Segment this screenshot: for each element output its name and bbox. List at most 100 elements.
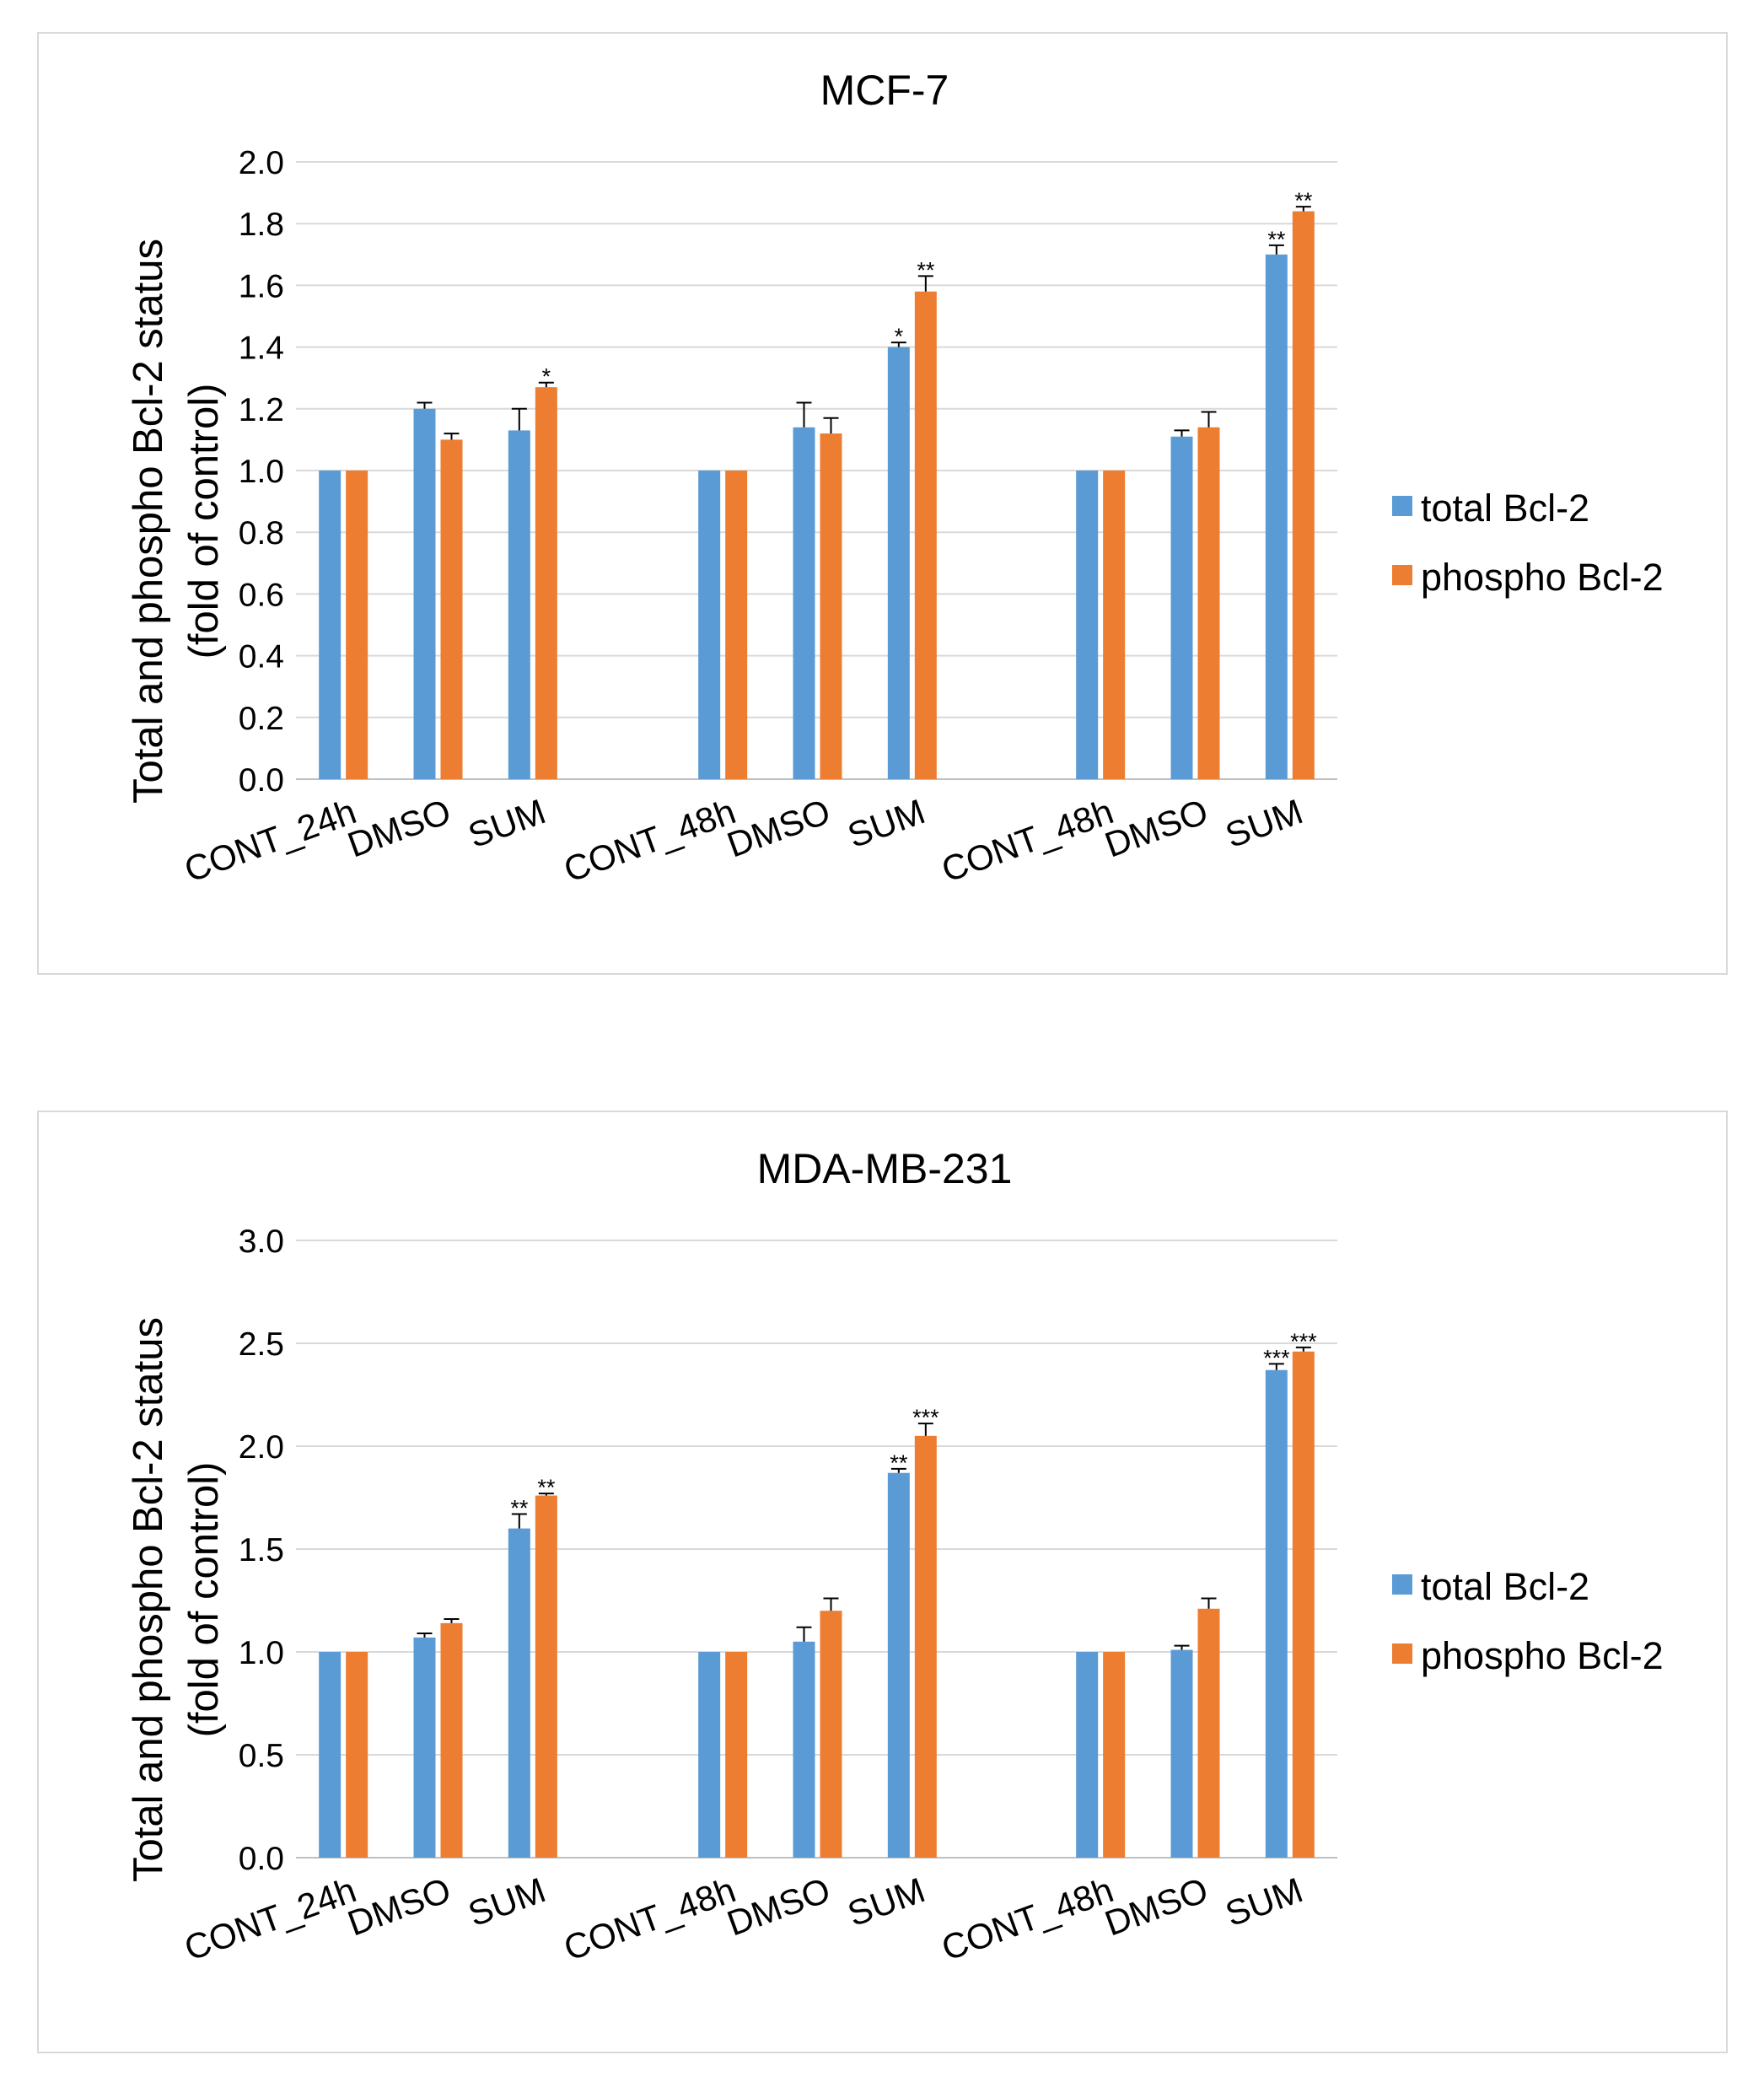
y-axis-label-line2: (fold of control)	[181, 1462, 227, 1738]
significance-label: ***	[1263, 1345, 1290, 1370]
x-category-label: CONT_24h	[180, 1869, 362, 1968]
bar-phospho-6	[1103, 1652, 1126, 1858]
bar-phospho-4	[820, 1611, 842, 1858]
bar-phospho-3	[725, 1652, 748, 1858]
legend: total Bcl-2 phospho Bcl-2	[1392, 1565, 1664, 1677]
bar-total-0	[319, 471, 342, 779]
chart-svg-mda-mb-231: MDA-MB-231 Total and phospho Bcl-2 statu…	[126, 1145, 1664, 1968]
x-category-label: SUM	[463, 1869, 551, 1934]
significance-label: *	[542, 364, 551, 390]
y-axis-label-line2: (fold of control)	[181, 384, 227, 659]
bar-total-8	[1265, 1369, 1288, 1858]
significance-label: **	[890, 1450, 908, 1476]
chart-svg-mcf7: MCF-7 Total and phospho Bcl-2 status (fo…	[126, 67, 1664, 890]
legend-swatch-total	[1392, 1574, 1412, 1595]
significance-label: ***	[912, 1405, 939, 1430]
bar-total-7	[1170, 436, 1193, 779]
x-category-label: CONT_48h	[559, 1869, 741, 1968]
x-category-label: SUM	[1220, 1869, 1308, 1934]
y-tick-label: 0.8	[239, 515, 284, 551]
bar-phospho-2	[535, 1495, 557, 1858]
significance-label: **	[1267, 227, 1286, 252]
y-axis-label: Total and phospho Bcl-2 status (fold of …	[126, 239, 227, 804]
bar-phospho-8	[1292, 1351, 1315, 1858]
chart-panel-mcf7: MCF-7 Total and phospho Bcl-2 status (fo…	[37, 32, 1728, 975]
legend-label-phospho: phospho Bcl-2	[1421, 1634, 1664, 1677]
bar-phospho-0	[346, 471, 368, 779]
bar-phospho-8	[1292, 211, 1315, 779]
bar-phospho-1	[440, 1622, 463, 1858]
y-tick-label: 0.4	[239, 639, 284, 675]
x-category-label: DMSO	[342, 791, 455, 864]
legend-swatch-phospho	[1392, 1643, 1412, 1664]
y-tick-label: 1.8	[239, 207, 284, 243]
bar-phospho-7	[1197, 427, 1220, 779]
significance-label: **	[917, 257, 935, 282]
y-tick-label: 0.6	[239, 577, 284, 613]
y-tick-label: 2.5	[239, 1326, 284, 1363]
y-tick-label: 1.2	[239, 392, 284, 428]
y-axis-label: Total and phospho Bcl-2 status (fold of …	[126, 1317, 227, 1882]
bar-total-1	[413, 1637, 436, 1858]
bar-total-3	[698, 471, 721, 779]
bar-phospho-4	[820, 433, 842, 779]
y-tick-label: 2.0	[239, 145, 284, 181]
bar-total-5	[887, 1472, 910, 1858]
x-category-label: DMSO	[722, 791, 835, 864]
x-category-label: SUM	[1220, 791, 1308, 855]
y-tick-label: 3.0	[239, 1224, 284, 1260]
significance-label: **	[510, 1496, 529, 1521]
bar-total-8	[1265, 254, 1288, 779]
y-tick-label: 0.5	[239, 1738, 284, 1774]
y-tick-label: 2.0	[239, 1429, 284, 1466]
chart-panel-mda-mb-231: MDA-MB-231 Total and phospho Bcl-2 statu…	[37, 1111, 1728, 2053]
bar-phospho-2	[535, 387, 557, 779]
bar-phospho-3	[725, 471, 748, 779]
bar-total-7	[1170, 1649, 1193, 1858]
y-tick-label: 0.0	[239, 762, 284, 799]
y-axis-label-line1: Total and phospho Bcl-2 status	[126, 239, 171, 804]
bar-total-4	[793, 1641, 815, 1858]
x-category-label: DMSO	[1100, 791, 1213, 864]
significance-label: ***	[1290, 1329, 1317, 1354]
bar-phospho-5	[914, 1435, 937, 1858]
x-category-label: CONT_48h	[937, 1869, 1119, 1968]
significance-label: **	[537, 1475, 556, 1500]
bar-total-2	[508, 1528, 530, 1858]
y-tick-label: 1.0	[239, 1635, 284, 1671]
bar-total-2	[508, 430, 530, 779]
bar-total-1	[413, 408, 436, 779]
bar-total-0	[319, 1652, 342, 1858]
bar-phospho-0	[346, 1652, 368, 1858]
significance-label: *	[895, 324, 904, 349]
legend-label-total: total Bcl-2	[1421, 487, 1589, 530]
chart-title: MDA-MB-231	[757, 1145, 1013, 1192]
plot-area: 0.0 0.2 0.4 0.6 0.8 1.0 1.2 1.4 1.6 1.8 2.0 CONT_24…	[180, 145, 1337, 890]
legend-label-total: total Bcl-2	[1421, 1565, 1589, 1608]
bar-phospho-5	[914, 291, 937, 780]
y-tick-label: 1.4	[239, 331, 284, 367]
bar-phospho-1	[440, 439, 463, 779]
x-category-label: SUM	[842, 791, 930, 855]
x-category-label: SUM	[463, 791, 551, 855]
legend-swatch-phospho	[1392, 565, 1412, 585]
bar-total-4	[793, 427, 815, 779]
x-category-label: DMSO	[342, 1869, 455, 1943]
bar-total-6	[1076, 1652, 1099, 1858]
x-category-label: CONT_24h	[180, 791, 362, 890]
chart-title: MCF-7	[820, 67, 949, 114]
plot-area: 0.00.51.01.52.02.53.0CONT_24hDMSO****SUM…	[180, 1224, 1337, 1968]
legend: total Bcl-2 phospho Bcl-2	[1392, 487, 1664, 599]
significance-label: **	[1294, 188, 1313, 213]
y-tick-label: 0.0	[239, 1841, 284, 1877]
x-category-label: DMSO	[722, 1869, 835, 1943]
legend-label-phospho: phospho Bcl-2	[1421, 556, 1664, 599]
x-category-label: SUM	[842, 1869, 930, 1934]
bar-total-6	[1076, 471, 1099, 779]
legend-swatch-total	[1392, 496, 1412, 516]
y-tick-label: 1.0	[239, 454, 284, 490]
bar-phospho-7	[1197, 1608, 1220, 1858]
bar-phospho-6	[1103, 471, 1126, 779]
bar-total-5	[887, 347, 910, 780]
y-tick-label: 1.6	[239, 268, 284, 304]
